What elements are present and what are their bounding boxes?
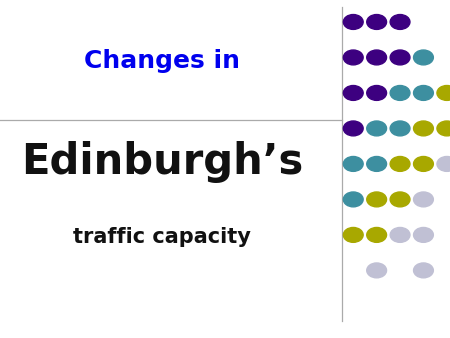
Circle shape xyxy=(367,50,387,65)
Circle shape xyxy=(367,15,387,29)
Circle shape xyxy=(343,50,363,65)
Circle shape xyxy=(343,121,363,136)
Circle shape xyxy=(414,50,433,65)
Circle shape xyxy=(390,15,410,29)
Text: traffic capacity: traffic capacity xyxy=(73,226,251,247)
Circle shape xyxy=(414,156,433,171)
Circle shape xyxy=(367,121,387,136)
Circle shape xyxy=(414,227,433,242)
Circle shape xyxy=(414,192,433,207)
Circle shape xyxy=(437,156,450,171)
Circle shape xyxy=(390,227,410,242)
Circle shape xyxy=(367,86,387,100)
Circle shape xyxy=(390,192,410,207)
Text: Edinburgh’s: Edinburgh’s xyxy=(21,141,303,183)
Circle shape xyxy=(343,192,363,207)
Circle shape xyxy=(390,121,410,136)
Circle shape xyxy=(390,86,410,100)
Circle shape xyxy=(343,156,363,171)
Circle shape xyxy=(343,15,363,29)
Circle shape xyxy=(367,156,387,171)
Circle shape xyxy=(437,86,450,100)
Circle shape xyxy=(437,121,450,136)
Text: Changes in: Changes in xyxy=(84,49,240,73)
Circle shape xyxy=(367,263,387,278)
Circle shape xyxy=(414,121,433,136)
Circle shape xyxy=(414,86,433,100)
Circle shape xyxy=(367,192,387,207)
Circle shape xyxy=(390,50,410,65)
Circle shape xyxy=(367,227,387,242)
Circle shape xyxy=(343,86,363,100)
Circle shape xyxy=(390,156,410,171)
Circle shape xyxy=(343,227,363,242)
Circle shape xyxy=(414,263,433,278)
